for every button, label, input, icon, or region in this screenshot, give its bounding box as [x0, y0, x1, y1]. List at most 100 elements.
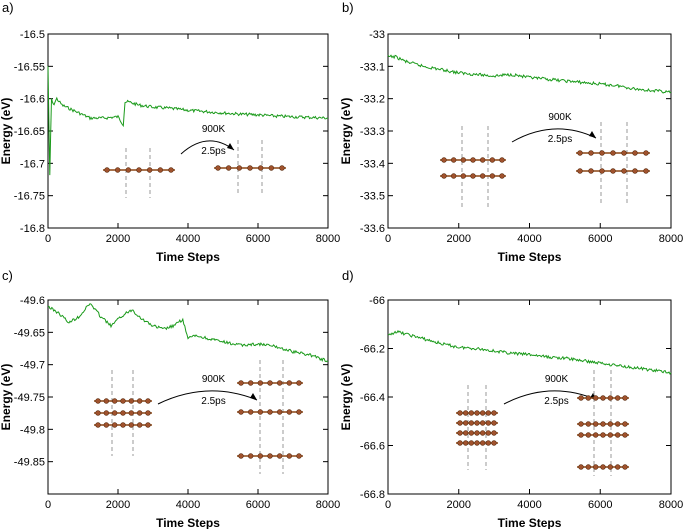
atom: [632, 168, 638, 174]
atom: [592, 421, 599, 427]
atom: [145, 398, 151, 404]
x-tick-label: 6000: [246, 499, 270, 511]
y-tick-label: -16.65: [14, 126, 45, 138]
atom: [600, 432, 606, 438]
x-tick-label: 8000: [659, 499, 683, 511]
y-tick-label: -66.6: [360, 441, 385, 453]
atom: [157, 167, 164, 173]
y-tick-label: -49.75: [14, 392, 45, 404]
atom: [441, 157, 447, 163]
atom: [578, 395, 584, 401]
x-tick-label: 2000: [447, 233, 471, 245]
atom: [286, 453, 293, 459]
atom: [276, 409, 283, 415]
atom: [470, 157, 476, 163]
atom: [257, 165, 264, 171]
atom: [238, 453, 244, 459]
atom: [247, 453, 254, 459]
atom: [215, 165, 221, 171]
atom: [103, 422, 110, 428]
plot-frame: [387, 33, 672, 229]
y-tick-label: -16.8: [20, 223, 45, 235]
atom: [491, 430, 497, 436]
atom: [450, 157, 457, 163]
atom: [499, 157, 505, 163]
y-tick-label: -16.7: [20, 158, 45, 170]
atom: [276, 453, 283, 459]
atom: [95, 422, 101, 428]
atom: [457, 410, 463, 416]
atom: [607, 432, 614, 438]
atom: [585, 421, 592, 427]
transition-arrow: [157, 390, 258, 405]
atom: [479, 173, 486, 179]
panel-label: a): [2, 0, 14, 15]
atom: [468, 430, 475, 436]
y-tick-label: -49.65: [14, 327, 45, 339]
y-tick-label: -33: [369, 29, 385, 41]
atom: [457, 440, 463, 446]
atom: [485, 440, 492, 446]
atom: [120, 422, 126, 428]
atom: [614, 421, 621, 427]
y-axis-label: Energy (eV): [339, 364, 353, 431]
y-tick-label: -66: [369, 295, 385, 307]
atom: [257, 380, 264, 386]
y-tick-label: -16.6: [20, 94, 45, 106]
plot-frame: [387, 299, 672, 495]
atom: [457, 430, 463, 436]
atom: [610, 150, 616, 156]
y-axis-label: Energy (eV): [0, 364, 13, 431]
atom: [607, 464, 614, 470]
atom: [621, 168, 627, 174]
atom: [296, 409, 302, 415]
structure-before: [440, 126, 506, 208]
atom: [236, 165, 243, 171]
atom: [577, 150, 583, 156]
x-tick-label: 6000: [588, 233, 612, 245]
atom: [585, 395, 592, 401]
atom: [578, 432, 584, 438]
duration-label: 2.5ps: [544, 396, 568, 407]
atom: [479, 420, 486, 426]
atom: [111, 398, 118, 404]
atom: [247, 409, 254, 415]
atom: [450, 173, 457, 179]
atom: [592, 464, 599, 470]
atom: [296, 380, 302, 386]
x-tick-label: 6000: [246, 233, 270, 245]
atom: [588, 168, 594, 174]
atom: [111, 422, 118, 428]
panel-2: b) 0 2000 4000 6000 8000 -33 -33.1 -33.2 -33.3 -33…: [339, 0, 683, 264]
y-tick-label: -33.1: [360, 61, 385, 73]
atom: [479, 157, 486, 163]
atom: [588, 150, 594, 156]
atom: [95, 410, 101, 416]
structure-after: [237, 360, 303, 474]
x-tick-label: 2000: [447, 499, 471, 511]
y-tick-label: -16.55: [14, 61, 45, 73]
atom: [267, 453, 273, 459]
atom: [600, 421, 606, 427]
atom: [599, 150, 605, 156]
atom: [95, 398, 101, 404]
structure-before: [103, 148, 175, 198]
atom: [468, 420, 475, 426]
y-tick-label: -33.4: [360, 158, 385, 170]
atom: [614, 395, 621, 401]
structure-after: [576, 122, 650, 206]
atom: [286, 380, 293, 386]
atom: [470, 173, 476, 179]
atom: [462, 430, 469, 436]
y-tick-label: -33.5: [360, 191, 385, 203]
x-axis-label: Time Steps: [156, 250, 220, 264]
atom: [468, 410, 475, 416]
atom: [238, 409, 244, 415]
atom: [479, 430, 486, 436]
atom: [600, 395, 606, 401]
atom: [462, 410, 469, 416]
x-tick-label: 2000: [106, 233, 130, 245]
atom: [592, 395, 599, 401]
atom: [491, 440, 497, 446]
atom: [474, 420, 480, 426]
